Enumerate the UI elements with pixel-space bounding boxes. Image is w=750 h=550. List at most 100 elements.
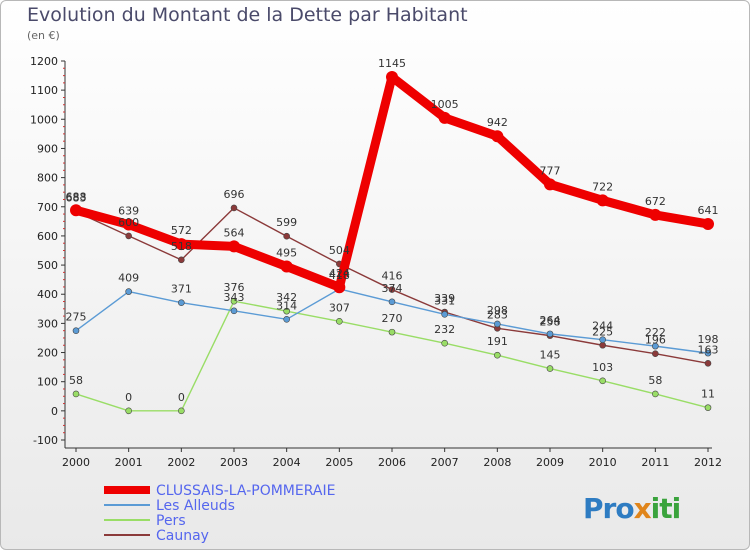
data-label-1: 275 xyxy=(66,311,87,324)
data-label-1: 222 xyxy=(645,326,666,339)
data-point-1 xyxy=(230,307,238,315)
data-label-3: 258 xyxy=(540,316,561,329)
x-tick-label: 2004 xyxy=(273,456,301,469)
data-point-1 xyxy=(599,336,606,344)
data-point-0 xyxy=(175,238,188,251)
data-point-0 xyxy=(544,178,556,191)
data-point-0 xyxy=(70,204,82,217)
data-point-1 xyxy=(494,320,501,328)
data-point-1 xyxy=(283,316,290,323)
y-tick-label: 300 xyxy=(37,317,58,330)
data-point-1 xyxy=(546,330,554,338)
data-label-2: 103 xyxy=(592,361,613,374)
data-point-1 xyxy=(441,311,448,318)
data-label-0: 777 xyxy=(540,164,561,177)
data-point-2 xyxy=(652,390,659,398)
data-label-0: 564 xyxy=(224,226,245,239)
data-label-3: 504 xyxy=(329,244,350,257)
data-label-3: 283 xyxy=(487,308,508,321)
y-tick-label: -100 xyxy=(33,434,58,447)
y-tick-label: 500 xyxy=(37,259,58,272)
data-point-3 xyxy=(125,232,132,240)
data-point-0 xyxy=(596,194,609,207)
y-tick-label: 700 xyxy=(37,201,58,214)
data-point-3 xyxy=(599,341,606,349)
data-point-3 xyxy=(283,232,290,240)
proxiti-logo: Proxiti xyxy=(583,492,681,525)
x-tick-label: 2005 xyxy=(325,456,353,469)
data-label-1: 409 xyxy=(118,272,139,285)
data-label-2: 270 xyxy=(382,312,403,325)
y-tick-label: 600 xyxy=(37,230,58,243)
data-label-3: 339 xyxy=(434,292,455,305)
data-point-2 xyxy=(599,377,606,385)
data-label-2: 0 xyxy=(125,391,132,404)
data-label-2: 0 xyxy=(178,391,185,404)
data-label-2: 307 xyxy=(329,301,350,314)
data-label-2: 145 xyxy=(540,349,561,362)
data-point-2 xyxy=(283,307,290,315)
data-label-3: 416 xyxy=(382,270,403,283)
data-point-2 xyxy=(125,407,132,415)
data-point-0 xyxy=(228,240,240,253)
data-point-0 xyxy=(386,71,398,84)
data-label-2: 191 xyxy=(487,335,508,348)
data-label-0: 688 xyxy=(66,190,87,203)
data-label-2: 232 xyxy=(434,323,455,336)
data-point-3 xyxy=(388,286,396,293)
data-label-0: 722 xyxy=(592,180,613,193)
data-point-0 xyxy=(702,217,714,230)
data-label-1: 343 xyxy=(224,291,245,304)
data-label-0: 641 xyxy=(698,204,719,217)
data-label-2: 11 xyxy=(701,388,715,401)
chart-title: Evolution du Montant de la Dette par Hab… xyxy=(27,4,468,26)
data-point-3 xyxy=(178,256,185,264)
data-label-2: 58 xyxy=(648,374,662,387)
data-label-3: 683 xyxy=(66,192,87,205)
data-point-0 xyxy=(280,260,293,273)
y-tick-label: 400 xyxy=(37,288,58,301)
data-point-0 xyxy=(491,130,504,143)
data-point-2 xyxy=(546,365,554,372)
data-label-3: 600 xyxy=(118,216,139,229)
data-point-2 xyxy=(704,404,712,411)
data-point-2 xyxy=(336,318,343,325)
data-point-1 xyxy=(178,299,185,306)
x-tick-label: 2003 xyxy=(220,456,248,469)
x-tick-label: 2009 xyxy=(536,456,564,469)
x-tick-label: 2000 xyxy=(62,456,90,469)
data-label-1: 331 xyxy=(434,294,455,307)
data-point-2 xyxy=(441,339,448,347)
data-point-0 xyxy=(649,208,662,221)
data-point-1 xyxy=(388,298,396,306)
data-point-1 xyxy=(72,327,80,334)
data-point-1 xyxy=(704,349,712,357)
y-tick-label: 1100 xyxy=(30,84,58,97)
data-label-2: 376 xyxy=(224,281,245,294)
x-tick-label: 2011 xyxy=(641,456,669,469)
data-label-0: 495 xyxy=(276,247,297,260)
y-tick-label: 0 xyxy=(51,405,58,418)
y-tick-label: 1000 xyxy=(30,113,58,126)
data-point-2 xyxy=(494,351,501,359)
data-label-0: 639 xyxy=(118,205,139,218)
data-label-1: 244 xyxy=(592,320,613,333)
data-label-1: 418 xyxy=(329,269,350,282)
y-tick-label: 200 xyxy=(37,347,58,360)
data-point-2 xyxy=(178,407,185,415)
data-label-2: 342 xyxy=(276,291,297,304)
legend-label-1: Les Alleuds xyxy=(156,498,235,514)
chart-unit: (en €) xyxy=(27,29,60,42)
legend-label-2: Pers xyxy=(156,513,186,529)
y-tick-label: 1200 xyxy=(30,55,58,68)
data-label-0: 672 xyxy=(645,195,666,208)
data-label-3: 696 xyxy=(224,188,245,201)
data-label-1: 298 xyxy=(487,304,508,317)
x-tick-label: 2008 xyxy=(483,456,511,469)
data-label-0: 942 xyxy=(487,116,508,129)
data-label-3: 599 xyxy=(276,216,297,229)
data-label-3: 196 xyxy=(645,334,666,347)
x-tick-label: 2007 xyxy=(431,456,459,469)
data-point-1 xyxy=(125,288,132,295)
data-label-1: 314 xyxy=(276,299,297,312)
